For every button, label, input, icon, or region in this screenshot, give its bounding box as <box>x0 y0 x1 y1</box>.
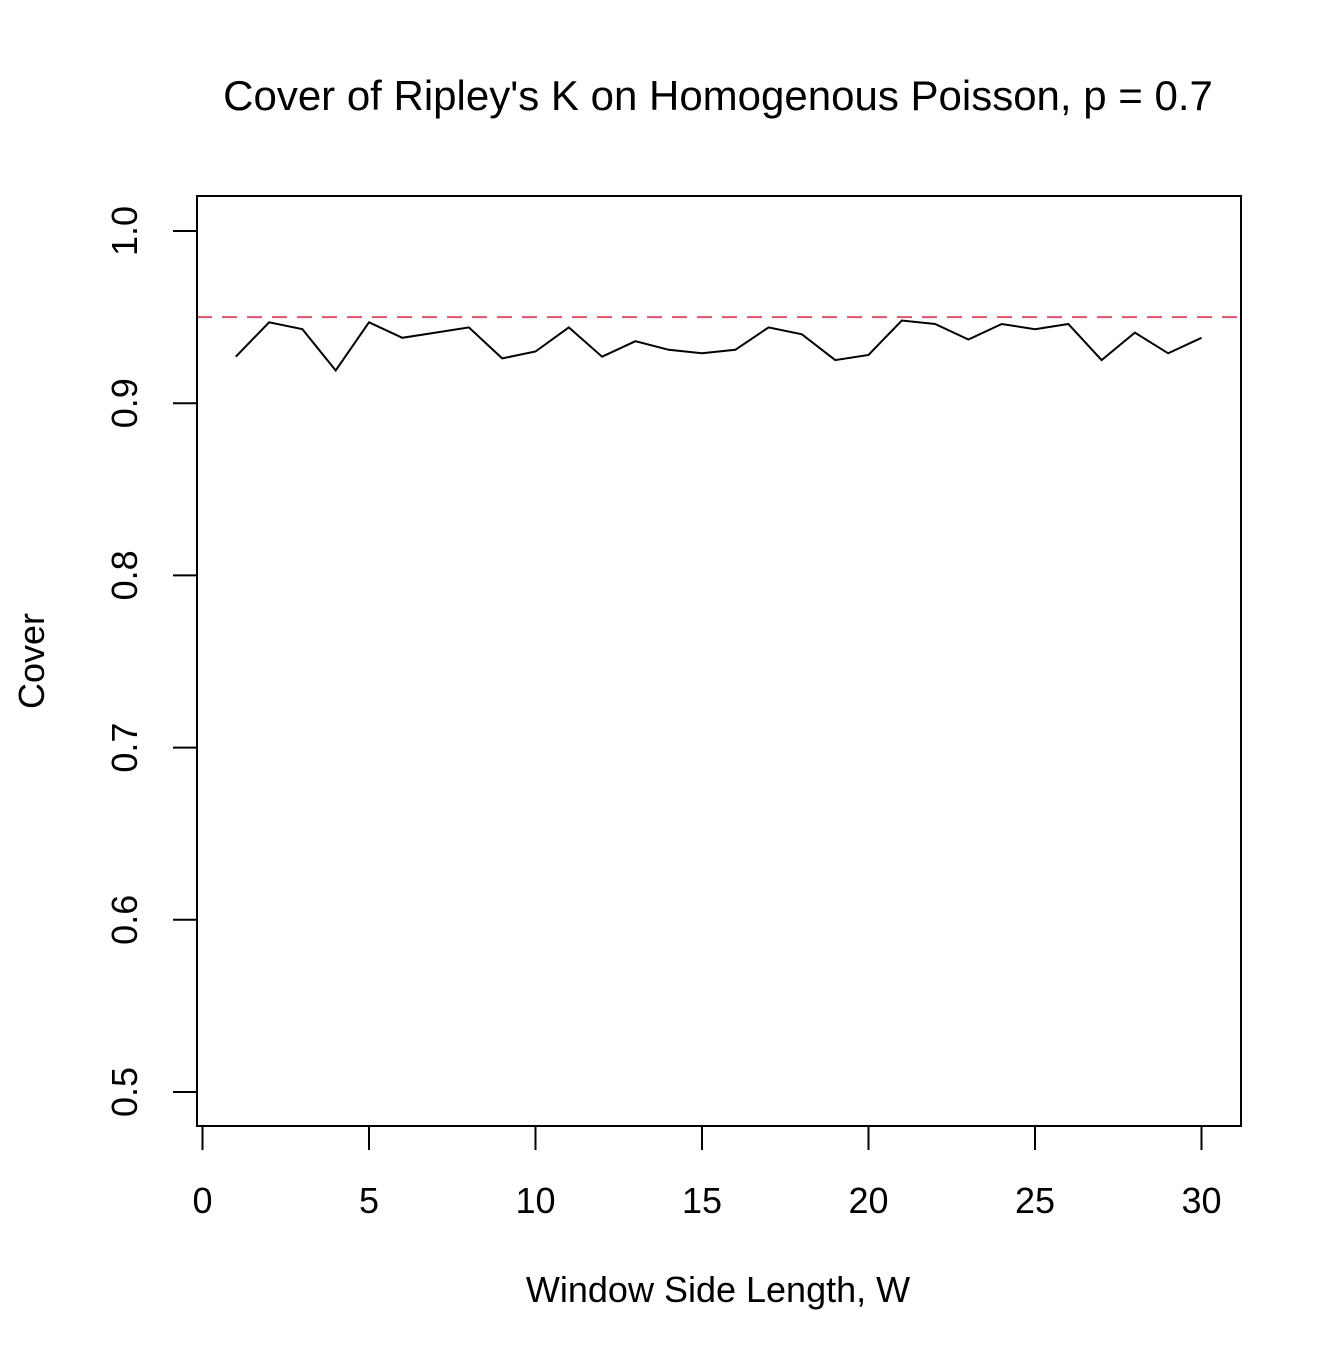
y-tick-label: 0.7 <box>104 723 145 773</box>
x-tick-label: 15 <box>682 1180 722 1221</box>
x-tick-label: 10 <box>515 1180 555 1221</box>
x-tick-label: 5 <box>359 1180 379 1221</box>
x-tick-label: 20 <box>848 1180 888 1221</box>
y-tick-label: 0.6 <box>104 895 145 945</box>
x-tick-label: 0 <box>192 1180 212 1221</box>
x-axis-label: Window Side Length, W <box>526 1269 910 1310</box>
x-axis: 0 5 10 15 20 25 30 <box>192 1125 1222 1221</box>
y-tick-label: 1.0 <box>104 206 145 256</box>
chart-title: Cover of Ripley's K on Homogenous Poisso… <box>223 72 1213 119</box>
x-tick-label: 25 <box>1015 1180 1055 1221</box>
y-tick-label: 0.9 <box>104 378 145 428</box>
y-tick-label: 0.5 <box>104 1067 145 1117</box>
y-tick-label: 0.8 <box>104 550 145 600</box>
y-axis-label: Cover <box>11 613 52 709</box>
y-axis: 0.5 0.6 0.7 0.8 0.9 1.0 <box>104 206 198 1117</box>
x-tick-label: 30 <box>1181 1180 1221 1221</box>
plot-border <box>196 195 1242 1127</box>
plot-area <box>197 316 1241 373</box>
series-line-0 <box>235 319 1202 373</box>
